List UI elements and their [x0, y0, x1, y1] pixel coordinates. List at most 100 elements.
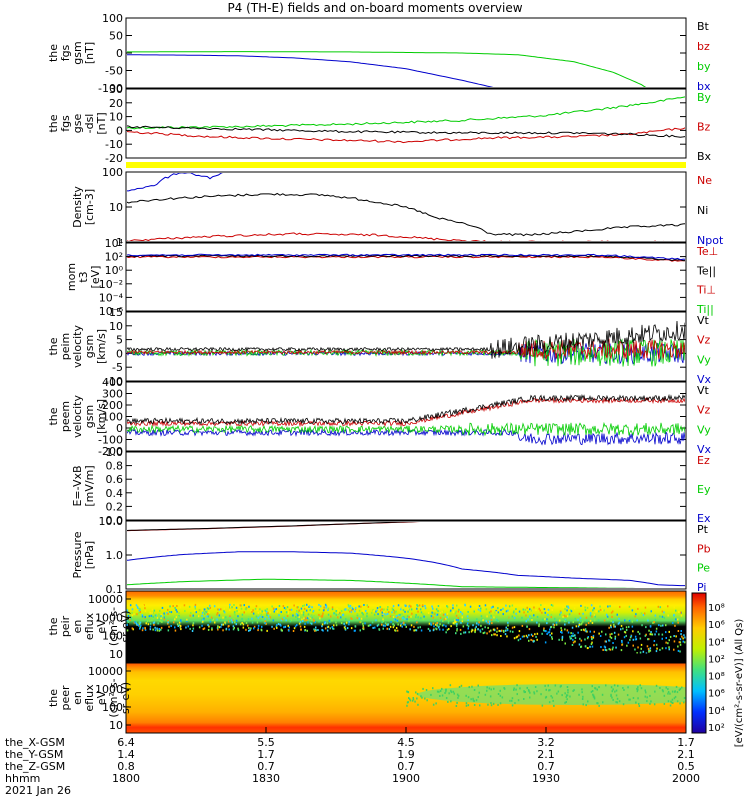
spectrogram-cell	[632, 644, 634, 647]
spectrogram-cell	[208, 614, 211, 617]
spectrogram-cell	[167, 612, 169, 615]
spectrogram-cell	[417, 703, 419, 706]
spectrogram-cell	[515, 688, 517, 691]
legend-entry: Bz	[697, 121, 711, 134]
spectrogram-cell	[529, 609, 531, 612]
spectrogram-cell	[166, 611, 168, 614]
spectrogram-cell	[487, 621, 490, 624]
spectrogram-cell	[266, 608, 268, 611]
spectrogram-cell	[147, 623, 150, 626]
y-axis-label-line: E=-VxB	[71, 465, 84, 506]
spectrogram-cell	[649, 649, 652, 652]
spectrogram-cell	[408, 698, 411, 701]
spectrogram-cell	[534, 686, 537, 688]
spectrogram-cell	[135, 604, 138, 607]
spectrogram-cell	[551, 632, 553, 635]
spectrogram-cell	[148, 615, 151, 618]
spectrogram-cell	[241, 613, 244, 616]
spectrogram-cell	[490, 617, 493, 620]
spectrogram-cell	[369, 624, 372, 626]
spectrogram-cell	[471, 685, 473, 688]
spectrogram-cell	[559, 610, 562, 613]
y-tick-label: 400	[102, 376, 123, 389]
spectrogram-cell	[395, 615, 398, 618]
spectrogram-cell	[601, 693, 604, 696]
spectrogram-cell	[337, 611, 339, 614]
spectrogram-cell	[529, 691, 531, 694]
spectrogram-cell	[452, 690, 455, 693]
spectrogram-gap	[546, 653, 686, 662]
spectrogram-cell	[679, 688, 682, 690]
spectrogram-cell	[566, 609, 568, 612]
spectrogram-cell	[313, 619, 315, 622]
spectrogram-cell	[524, 608, 527, 611]
spectrogram-cell	[362, 609, 364, 612]
spectrogram-cell	[379, 606, 381, 609]
spectrogram-cell	[680, 614, 683, 617]
spectrogram-cell	[673, 640, 676, 643]
spectrogram-cell	[566, 694, 568, 697]
y-axis-label-line: peer	[59, 685, 72, 711]
spectrogram-cell	[655, 627, 658, 630]
y-axis-label-line: [mV/m]	[83, 465, 96, 506]
spectrogram-cell	[229, 609, 231, 611]
spectrogram-cell	[329, 627, 332, 630]
y-axis-label-line: eflux	[83, 612, 96, 640]
spectrogram-cell	[486, 686, 488, 689]
spectrogram-cell	[457, 619, 459, 622]
spectrogram-cell	[202, 628, 205, 631]
spectrogram-cell	[672, 702, 674, 704]
spectrogram-cell	[548, 631, 551, 634]
spectrogram-cell	[427, 612, 430, 614]
spectrogram-cell	[450, 700, 452, 703]
spectrogram-cell	[456, 623, 458, 625]
spectrogram-cell	[234, 621, 236, 624]
spectrogram-cell	[140, 624, 142, 627]
spectrogram-cell	[220, 608, 222, 611]
spectrogram-cell	[245, 628, 247, 631]
spectrogram-cell	[294, 625, 297, 628]
spectrogram-cell	[362, 610, 365, 613]
spectrogram-cell	[541, 704, 544, 707]
spectrogram-band	[417, 684, 686, 705]
spectrogram-cell	[496, 634, 498, 637]
spectrogram-cell	[500, 635, 502, 637]
spectrogram-cell	[389, 625, 392, 628]
spectrogram-cell	[287, 610, 290, 613]
spectrogram-cell	[648, 650, 650, 653]
spectrogram-cell	[144, 628, 147, 631]
spectrogram-cell	[477, 696, 479, 699]
spectrogram-cell	[197, 615, 200, 618]
spectrogram-cell	[446, 616, 448, 619]
spectrogram-cell	[487, 626, 489, 629]
spectrogram-cell	[464, 631, 467, 634]
spectrogram-cell	[398, 614, 400, 617]
spectrogram-cell	[225, 616, 227, 619]
spectrogram-cell	[571, 626, 574, 629]
spectrogram-cell	[436, 690, 439, 693]
spectrogram-cell	[611, 615, 613, 618]
spectrogram-cell	[431, 611, 433, 614]
spectrogram-cell	[415, 614, 417, 616]
spectrogram-cell	[332, 627, 334, 630]
spectrogram-cell	[399, 624, 402, 627]
spectrogram-cell	[366, 615, 368, 618]
spectrogram-cell	[293, 604, 295, 607]
spectrogram-cell	[177, 615, 180, 618]
spectrogram-cell	[460, 621, 462, 624]
spectrogram-cell	[636, 687, 638, 690]
spectrogram-cell	[647, 647, 650, 650]
spectrogram-cell	[434, 612, 437, 615]
spectrogram-cell	[500, 609, 502, 611]
spectrogram-cell	[523, 611, 525, 614]
spectrogram-cell	[310, 616, 312, 619]
spectrogram-cell	[665, 686, 667, 689]
spectrogram-cell	[257, 624, 260, 627]
spectrogram-cell	[490, 610, 492, 613]
orbit-row-value: 6.4	[117, 736, 135, 749]
panel-frame	[125, 520, 687, 590]
spectrogram-cell	[340, 616, 342, 619]
spectrogram-cell	[203, 608, 206, 611]
spectrogram-cell	[371, 611, 373, 614]
